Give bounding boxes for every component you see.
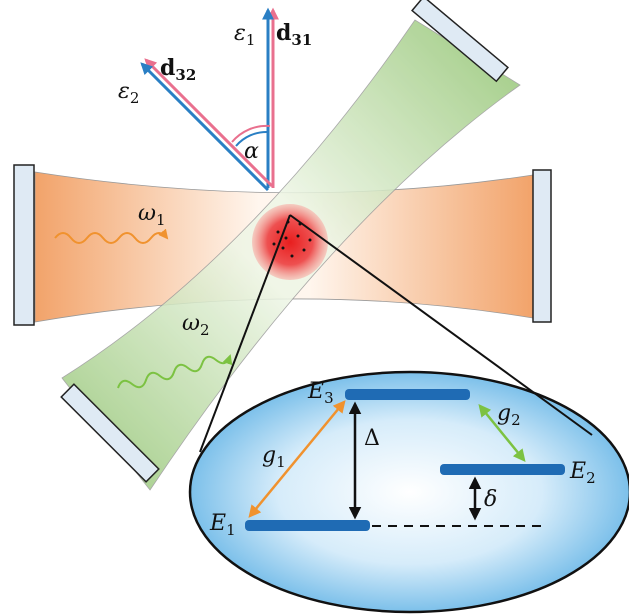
label-part: g xyxy=(262,443,276,468)
label: E1 xyxy=(209,511,236,539)
mirror xyxy=(411,0,509,83)
label-part: ω xyxy=(182,311,200,336)
label-part: 2 xyxy=(130,89,140,107)
label-part: ω xyxy=(138,201,156,226)
label-part: E xyxy=(569,459,586,484)
label-part: E xyxy=(209,511,226,536)
label-part: 2 xyxy=(586,469,596,487)
mirror xyxy=(13,164,35,326)
label: ε2 xyxy=(118,79,139,107)
label-part: 2 xyxy=(511,411,521,429)
label: α xyxy=(244,139,259,164)
label-part: 1 xyxy=(276,453,286,471)
zoom-ellipse xyxy=(188,370,629,614)
label-part: 31 xyxy=(291,31,312,49)
mirror xyxy=(60,383,160,483)
label-part: ε xyxy=(234,21,246,46)
label: δ xyxy=(484,487,497,512)
label: E3 xyxy=(307,379,334,407)
arrow xyxy=(248,400,346,518)
label: E2 xyxy=(569,459,596,487)
label-part: g xyxy=(497,401,511,426)
level xyxy=(440,464,565,475)
label: g2 xyxy=(497,401,521,429)
label: d31 xyxy=(276,20,312,49)
label-part: d xyxy=(160,55,175,81)
zoom-line xyxy=(199,214,291,453)
arrow xyxy=(478,404,526,462)
label-part: 32 xyxy=(175,66,196,84)
polarization-arrows xyxy=(140,7,279,192)
label-part: E xyxy=(307,379,324,404)
level xyxy=(345,389,470,400)
label-part: 3 xyxy=(324,389,334,407)
wave xyxy=(54,228,169,244)
mirror xyxy=(532,169,552,323)
label: Δ xyxy=(364,426,380,451)
label-part: 2 xyxy=(200,321,210,339)
label: ω1 xyxy=(138,201,166,229)
label-part: ε xyxy=(118,79,130,104)
atom-cloud xyxy=(252,204,328,280)
label: ω2 xyxy=(182,311,210,339)
zoom-line xyxy=(289,214,593,436)
label: ε1 xyxy=(234,21,255,49)
label-part: 1 xyxy=(226,521,236,539)
label-part: 1 xyxy=(246,31,256,49)
wave xyxy=(117,354,233,389)
label: d32 xyxy=(160,55,196,84)
label-part: d xyxy=(276,20,291,46)
label-part: 1 xyxy=(156,211,166,229)
level xyxy=(245,520,370,531)
label: g1 xyxy=(262,443,286,471)
